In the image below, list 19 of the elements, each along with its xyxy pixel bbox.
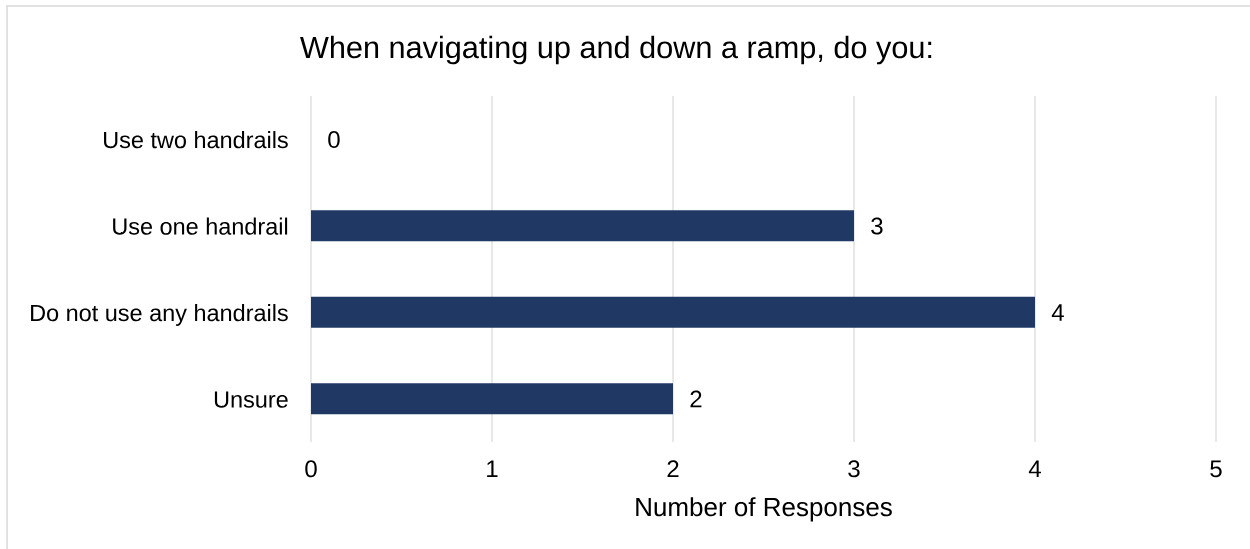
x-axis-title: Number of Responses	[636, 497, 892, 522]
chart-title: When navigating up and down a ramp, do you:	[300, 35, 932, 65]
x-tick-label: 4	[1028, 460, 1041, 478]
x-tick-label: 3	[848, 460, 860, 478]
x-tick-label: 2	[667, 460, 679, 478]
y-tick-label: Unsure	[214, 391, 288, 408]
bar	[311, 383, 673, 415]
data-label: 2	[690, 390, 702, 408]
data-label: 0	[328, 131, 340, 149]
bar	[311, 210, 854, 242]
y-tick-label: Use two handrails	[104, 131, 288, 149]
bar	[311, 296, 1035, 328]
x-tick-label: 0	[305, 460, 317, 478]
y-tick-label: Use one handrail	[113, 217, 288, 235]
x-tick-label: 1	[487, 460, 498, 478]
data-label: 4	[1051, 304, 1064, 321]
data-label: 3	[871, 217, 883, 235]
y-tick-label: Do not use any handrails	[31, 304, 288, 326]
x-tick-label: 5	[1210, 460, 1222, 478]
